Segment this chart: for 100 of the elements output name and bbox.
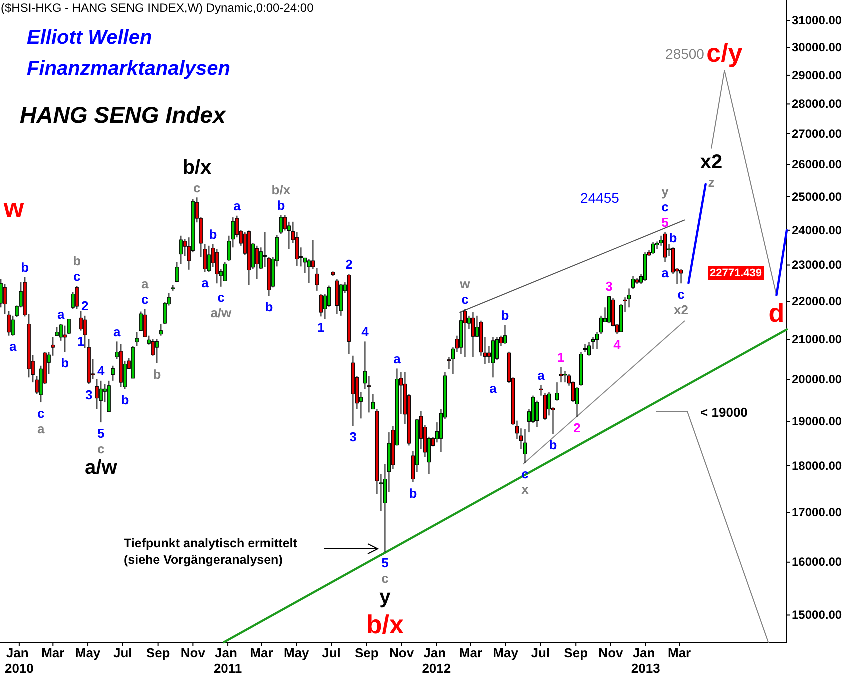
candlestick xyxy=(523,428,527,464)
candlestick xyxy=(664,232,668,263)
x-tick-label: Jan 2013 xyxy=(631,645,660,676)
candlestick xyxy=(263,232,267,268)
annotation: 24455 xyxy=(580,190,620,206)
candlestick xyxy=(672,247,676,275)
annotation: y xyxy=(380,586,392,609)
annotation: c xyxy=(662,199,669,214)
candlestick xyxy=(680,268,684,284)
candlestick xyxy=(543,392,547,420)
x-tick-label: Nov xyxy=(390,645,415,660)
x-tick-label: Jul xyxy=(531,645,550,660)
annotation: w xyxy=(459,276,472,291)
candlestick xyxy=(503,324,507,345)
x-tick-label: May xyxy=(284,645,310,660)
x-tick-label: Mar xyxy=(459,645,483,660)
annotation: b xyxy=(153,366,162,382)
annotation: 5 xyxy=(98,425,105,440)
annotation: x2 xyxy=(700,152,723,174)
candlestick xyxy=(3,284,7,315)
annotation: < 19000 xyxy=(700,404,748,420)
candlestick xyxy=(135,332,139,347)
candlestick xyxy=(203,244,207,273)
annotation: 28500 xyxy=(666,46,705,62)
x-tick-label: Jan 2012 xyxy=(422,645,452,676)
annotation: b xyxy=(409,485,418,500)
annotation: a xyxy=(490,380,498,396)
annotation: 1 xyxy=(78,334,85,349)
candlestick xyxy=(600,315,603,335)
y-tick-label: 19000.00 xyxy=(792,414,842,429)
annotation: 3 xyxy=(606,278,613,294)
candlestick xyxy=(495,336,499,361)
y-tick-label: 27000.00 xyxy=(792,126,842,141)
y-tick-label: 15000.00 xyxy=(792,608,842,622)
annotation: a xyxy=(234,198,242,214)
annotation: Tiefpunkt analytisch ermittelt (siehe Vorgängeranalysen) xyxy=(124,536,298,567)
candlestick xyxy=(535,400,539,428)
candlestick xyxy=(307,258,311,284)
candlestick xyxy=(155,338,159,364)
annotation: 3 xyxy=(350,428,357,444)
annotation: b xyxy=(549,437,558,452)
text: HANG SENG Index xyxy=(20,102,227,128)
annotation: x xyxy=(522,482,530,497)
annotation: 3 xyxy=(86,386,93,402)
candlestick xyxy=(295,232,299,266)
candlestick xyxy=(111,365,115,382)
candlestick xyxy=(7,310,11,336)
candlestick xyxy=(632,276,636,290)
candlestick xyxy=(215,248,219,284)
x-tick-label: Jan 2011 xyxy=(214,645,242,676)
annotation: 4 xyxy=(614,337,622,352)
candlestick xyxy=(471,312,475,358)
candlestick xyxy=(319,294,323,318)
x-tick-label: Mar xyxy=(42,645,65,660)
candlestick xyxy=(596,332,599,350)
annotation: b xyxy=(121,392,130,407)
annotation: 1 xyxy=(558,350,565,365)
x-tick-label: May xyxy=(493,645,520,660)
annotation: y xyxy=(662,184,670,199)
candlestick xyxy=(67,318,71,335)
x-tick-label: May xyxy=(75,645,102,660)
candlestick xyxy=(539,384,543,396)
candlestick xyxy=(207,245,211,273)
candlestick xyxy=(559,367,563,384)
annotation: c xyxy=(462,291,469,306)
y-tick-label: 22000.00 xyxy=(792,294,842,308)
y-tick-label: 30000.00 xyxy=(792,40,842,55)
y-tick-label: 21000.00 xyxy=(792,332,842,347)
y-tick-label: 18000.00 xyxy=(792,458,842,473)
annotation: w xyxy=(2,193,25,223)
y-tick-label: 25000.00 xyxy=(792,190,842,204)
annotation: a xyxy=(202,275,210,290)
annotation: c xyxy=(382,570,389,586)
annotation: 4 xyxy=(98,363,106,378)
candlestick xyxy=(11,315,15,336)
candlestick xyxy=(179,235,183,265)
candlestick xyxy=(315,268,319,292)
candlestick xyxy=(491,336,495,378)
annotation: 5 xyxy=(662,214,669,230)
x-tick-label: Mar xyxy=(250,645,274,660)
candlestick xyxy=(159,324,163,336)
annotation: c xyxy=(74,268,81,284)
x-tick-label: Sep xyxy=(564,645,588,660)
y-tick-label: 24000.00 xyxy=(792,223,842,238)
annotation: b/x xyxy=(182,156,212,179)
candlestick xyxy=(255,245,259,280)
candlestick xyxy=(75,286,79,310)
candlestick xyxy=(175,262,179,284)
annotation: c xyxy=(38,405,45,420)
candlestick xyxy=(223,262,227,282)
x-tick-label: Sep xyxy=(355,645,379,660)
annotation: a xyxy=(662,264,670,280)
candlestick xyxy=(592,336,595,350)
x-tick-label: Mar xyxy=(668,645,692,660)
annotation: ($HSI-HKG - HANG SENG INDEX,W) Dynamic,0:00-24:00 xyxy=(1,1,314,15)
x-tick-label: Jul xyxy=(113,645,132,660)
x-tick-label: Sep xyxy=(146,645,170,660)
annotation: a xyxy=(538,368,546,383)
y-tick-label: 29000.00 xyxy=(792,68,842,82)
annotation: a/w xyxy=(210,305,233,320)
